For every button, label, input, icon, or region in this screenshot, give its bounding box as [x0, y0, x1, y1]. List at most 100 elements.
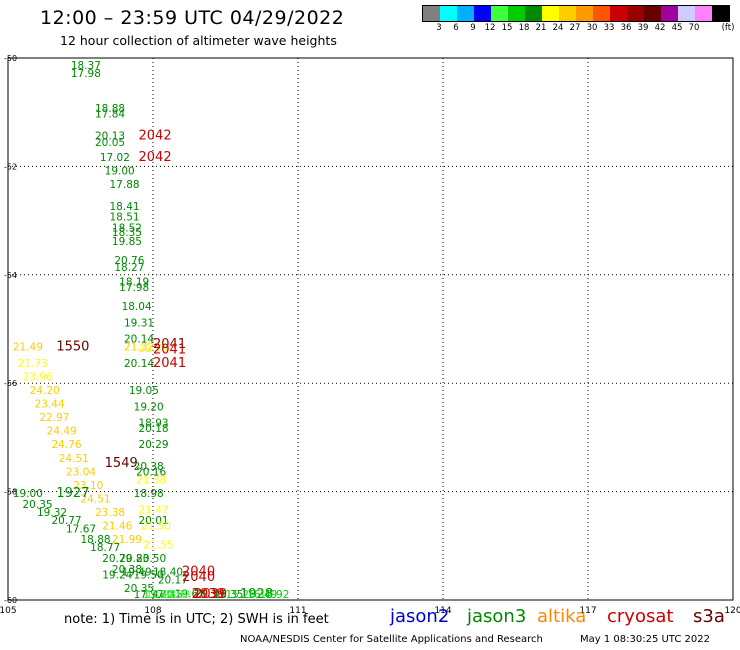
wave-height-value: 20.17: [158, 575, 188, 587]
legend-swatch: [610, 6, 627, 21]
map-title: 12:00 – 23:59 UTC 04/29/2022: [40, 7, 345, 29]
wave-height-value: 20.14: [124, 358, 154, 370]
wave-height-value: 20.18: [139, 423, 169, 435]
legend-swatch: [559, 6, 576, 21]
wave-height-value: 19.20: [134, 401, 164, 413]
wave-height-value: 18.88: [81, 534, 111, 546]
legend-swatch: [627, 6, 644, 21]
lon-axis-label: 111: [289, 606, 306, 616]
wave-height-value: 15.30: [194, 589, 224, 601]
wave-height-value: 24.51: [81, 493, 111, 505]
satellite-pass-label: 2040: [182, 570, 215, 585]
wave-height-value: 20.01: [139, 515, 169, 527]
lat-axis-label: -50: [4, 54, 17, 63]
wave-height-value: 22.79: [139, 343, 169, 355]
legend-swatch: [474, 6, 491, 21]
legend-swatch: [508, 6, 525, 21]
lat-axis-label: -54: [4, 271, 17, 280]
legend-tick-label: 9: [470, 23, 476, 33]
wave-height-value: 20.35: [124, 583, 154, 595]
legend-tick-label: 42: [654, 23, 666, 33]
satellite-name-altika: altika: [537, 606, 587, 627]
wave-height-value: 20.35: [23, 499, 53, 511]
legend-tick-label: 36: [620, 23, 632, 33]
satellite-pass-label: 2042: [139, 128, 172, 143]
wave-height-value: 18.27: [114, 262, 144, 274]
wave-height-value: 17.67: [66, 523, 96, 535]
wave-height-value: 15.26: [226, 589, 256, 601]
wave-height-value: 21.49: [13, 342, 43, 354]
wave-height-value: 18.77: [90, 542, 120, 554]
wave-height-value: 20.79: [102, 553, 132, 565]
wave-height-value: 21.55: [143, 540, 173, 552]
wave-height-value: 21.32: [124, 342, 154, 354]
lon-axis-label: 117: [579, 606, 596, 616]
legend-tick-label: 15: [501, 23, 513, 33]
wave-height-value: 18.98: [134, 488, 164, 500]
satellite-pass-label: 1927: [56, 486, 89, 501]
wave-height-value: 21.73: [18, 358, 48, 370]
lat-axis-label: -52: [4, 162, 17, 171]
wave-height-value: 19.00: [13, 488, 43, 500]
satellite-pass-label: 2041: [153, 337, 186, 352]
wave-height-value: 19.00: [105, 166, 135, 178]
legend-swatch: [576, 6, 593, 21]
map-subtitle: 12 hour collection of altimeter wave hei…: [60, 33, 337, 48]
satellite-name-jason3: jason3: [467, 606, 527, 627]
wave-height-value: 20.14: [124, 334, 154, 346]
wave-height-value: 20.77: [52, 515, 82, 527]
legend-swatch: [440, 6, 457, 21]
wave-height-value: 23.96: [23, 371, 53, 383]
legend-swatch: [644, 6, 661, 21]
satellite-pass-label: 2040: [182, 565, 215, 580]
satellite-pass-label: 2041: [153, 342, 186, 357]
legend-tick-label: 27: [569, 23, 581, 33]
wave-height-value: 20.13: [95, 130, 125, 142]
wave-height-value: 19.49: [122, 567, 152, 579]
map-frame: [7, 57, 734, 601]
legend-tick-label: 33: [603, 23, 615, 33]
legend-swatch: [423, 6, 440, 21]
wave-height-value: 20.83: [119, 553, 149, 565]
legend-tick-label: 3: [436, 23, 442, 33]
wave-height-value: 19.32: [37, 507, 67, 519]
wave-height-value: 17.98: [71, 68, 101, 80]
color-legend: [422, 5, 730, 22]
wave-height-value: 20.38: [134, 461, 164, 473]
wave-height-value: 21.46: [102, 521, 132, 533]
credit-text: NOAA/NESDIS Center for Satellite Applica…: [240, 634, 543, 645]
lon-axis-label: 120: [724, 606, 740, 616]
legend-tick-label: 45: [671, 23, 683, 33]
legend-unit-label: (ft): [721, 23, 735, 33]
wave-height-value: 24.76: [52, 439, 82, 451]
wave-height-value: 20.50: [136, 553, 166, 565]
wave-height-value: 21.99: [112, 534, 142, 546]
legend-tick-label: 18: [518, 23, 530, 33]
legend-tick-label: 21: [535, 23, 547, 33]
wave-height-value: 16.49: [247, 589, 277, 601]
wave-height-value: 21.38: [136, 474, 166, 486]
wave-height-value: 13.28: [146, 589, 176, 601]
wave-height-value: 23.44: [35, 399, 65, 411]
lon-axis-label: 108: [144, 606, 161, 616]
lat-axis-label: -56: [4, 379, 17, 388]
wave-height-value: 18.19: [119, 277, 149, 289]
wave-height-value: 23.38: [95, 507, 125, 519]
satellite-name-cryosat: cryosat: [607, 606, 674, 627]
lon-axis-label: 114: [434, 606, 451, 616]
wave-height-value: 24.49: [47, 426, 77, 438]
wave-height-value: 20.05: [95, 137, 125, 149]
wave-height-value: 19.31: [124, 317, 154, 329]
wave-height-value: 18.40: [153, 567, 183, 579]
legend-tick-label: 24: [552, 23, 564, 33]
wave-height-value: 20.16: [136, 466, 166, 478]
footer-note: note: 1) Time is in UTC; 2) SWH is in fe…: [64, 612, 329, 627]
wave-height-value: 24.51: [59, 453, 89, 465]
wave-height-value: 19.50: [134, 569, 164, 581]
satellite-name-jason2: jason2: [390, 606, 450, 627]
lat-axis-label: -58: [4, 488, 17, 497]
wave-height-value: 20.29: [139, 439, 169, 451]
legend-swatch: [525, 6, 542, 21]
wave-height-value: 24.20: [30, 385, 60, 397]
